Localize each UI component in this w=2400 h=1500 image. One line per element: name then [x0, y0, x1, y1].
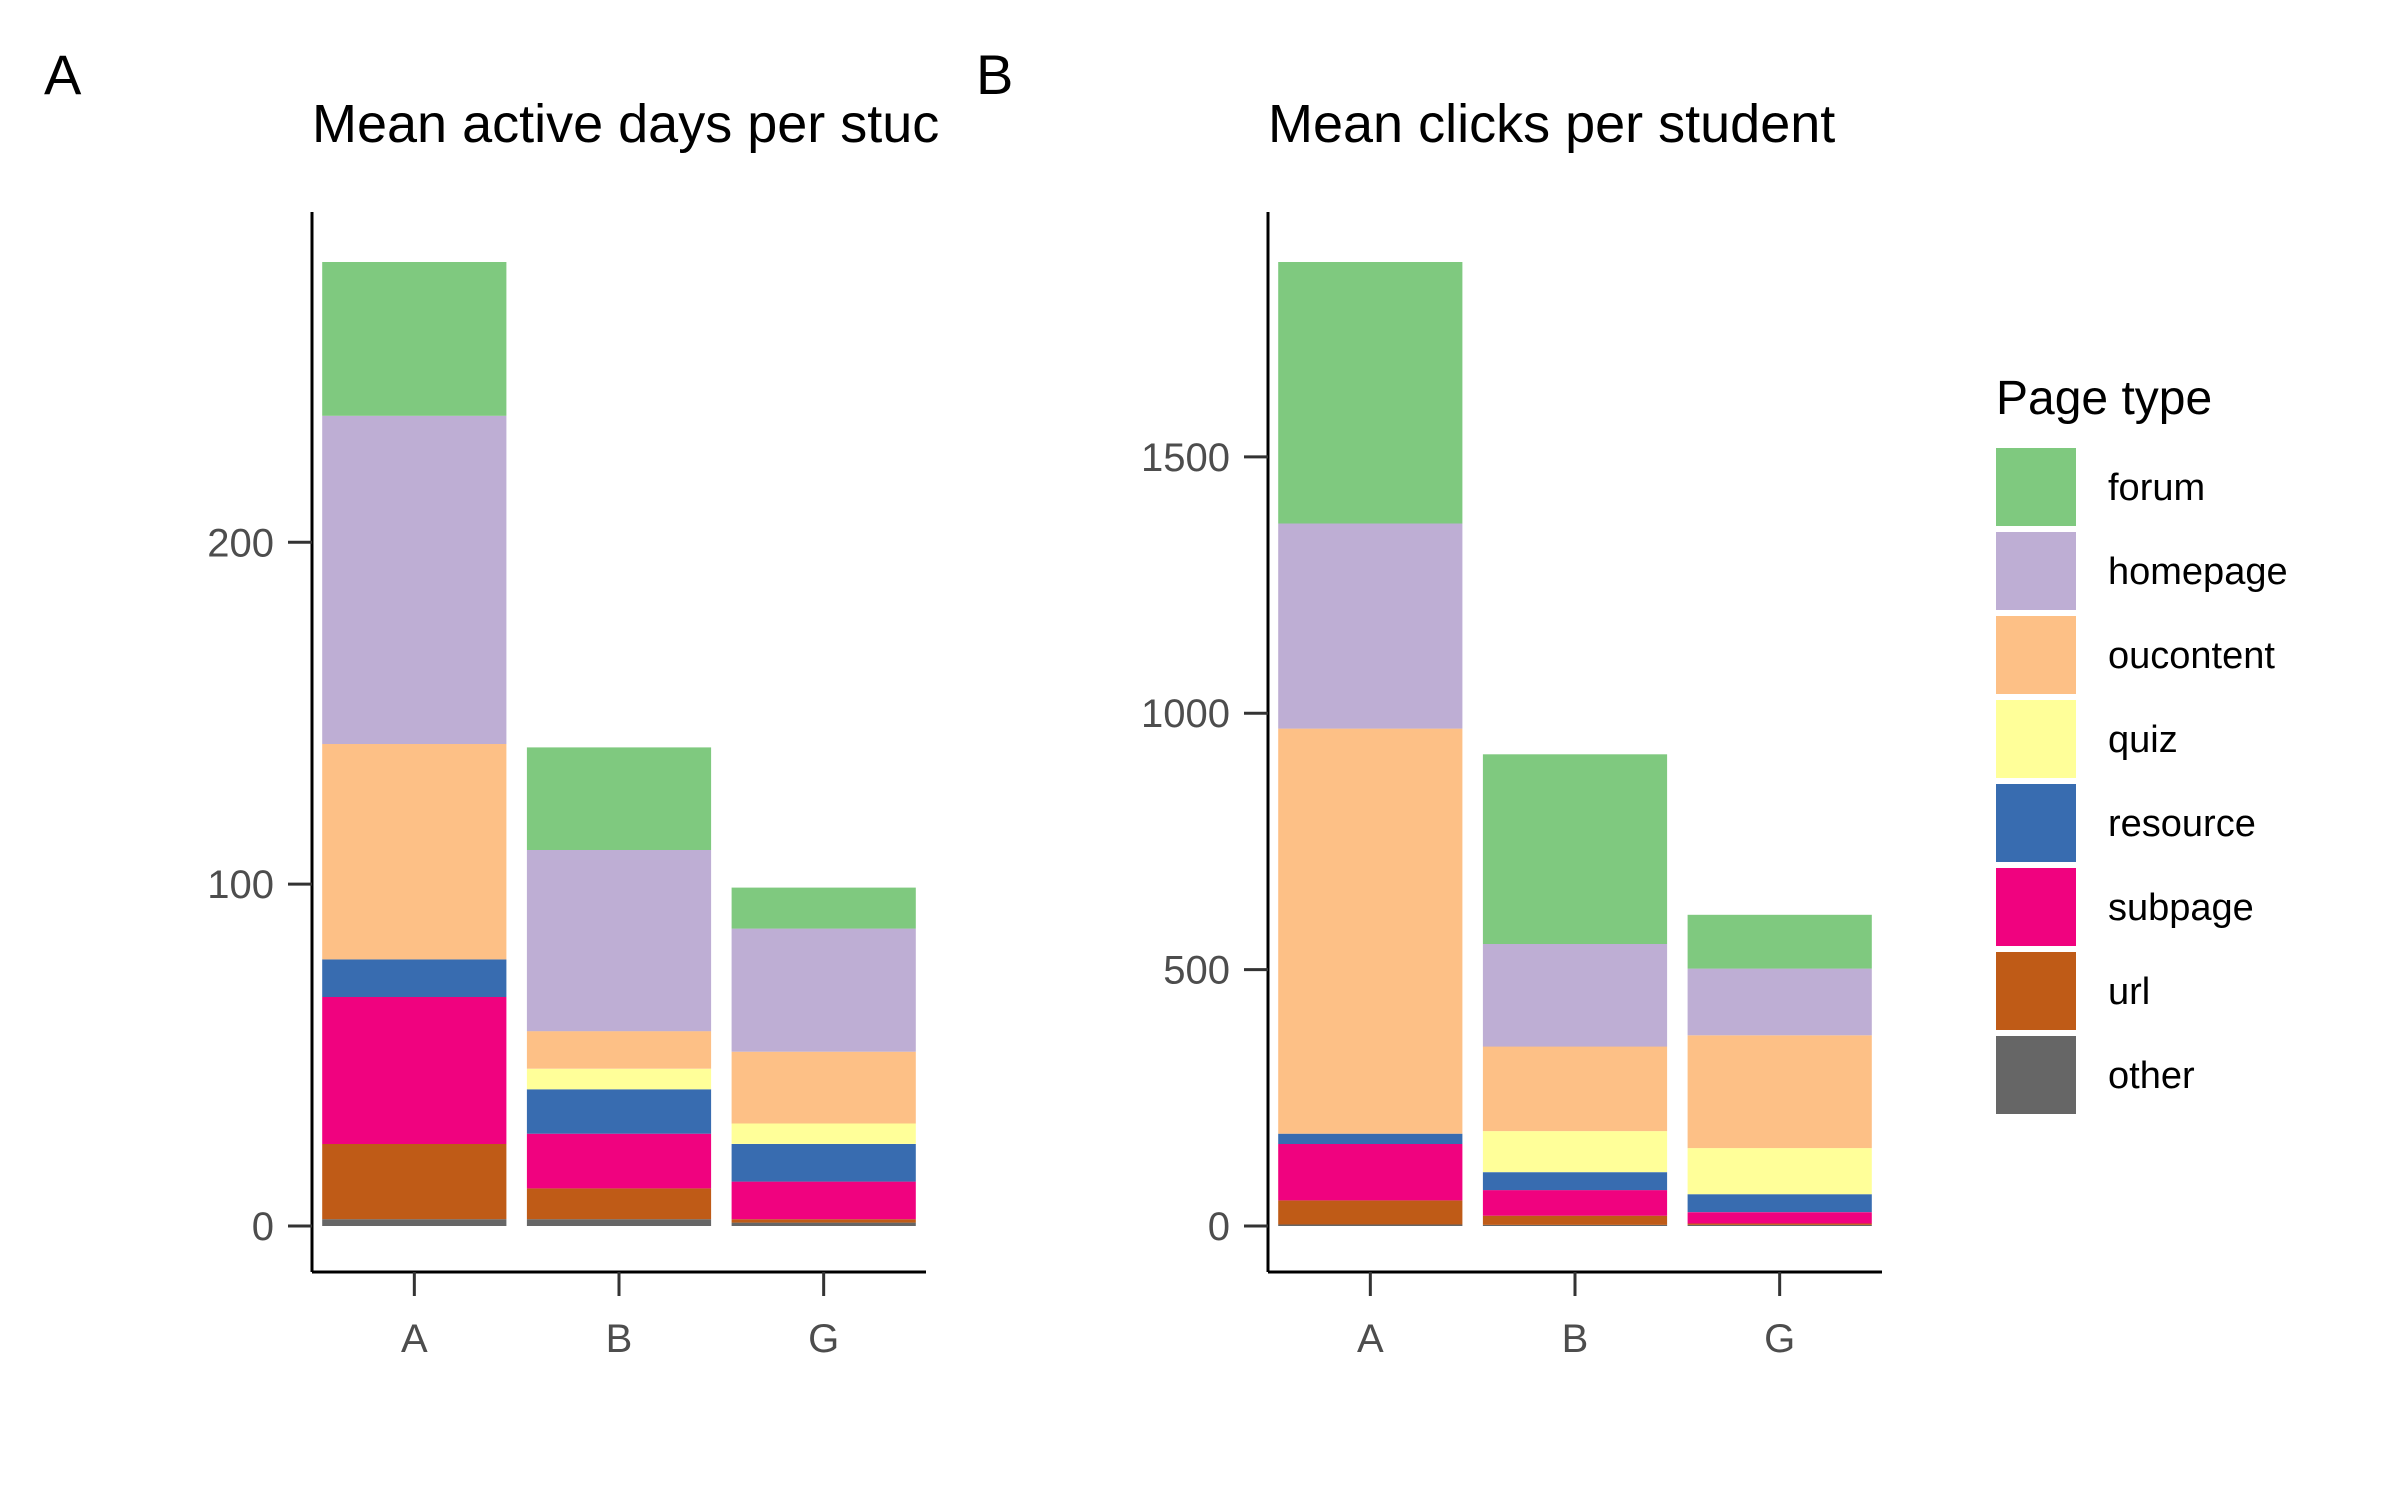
panel-a-bar-B-resource — [526, 1089, 712, 1134]
legend-label-subpage: subpage — [2108, 887, 2254, 929]
panel-a-y-tick-label: 0 — [252, 1205, 274, 1249]
panel-b-y-tick-label: 500 — [1163, 949, 1230, 993]
panel-a: A Mean active days per stuc 0 100 200 A B G — [44, 43, 939, 1361]
panel-a-bar-G-homepage — [731, 928, 916, 1052]
panel-b-bar-B-quiz — [1482, 1131, 1668, 1173]
panel-a-bar-A-forum — [322, 262, 507, 416]
panel-b-bar-B-oucontent — [1482, 1046, 1668, 1132]
legend-label-quiz: quiz — [2108, 719, 2178, 761]
panel-a-bar-B-other — [526, 1219, 712, 1226]
panel-a-bar-G-subpage — [731, 1181, 916, 1220]
panel-b-title: Mean clicks per student — [1268, 94, 1835, 154]
panel-b-bar-G-quiz — [1687, 1148, 1872, 1195]
panel-a-y-tick-label: 200 — [207, 521, 274, 565]
legend-swatch-oucontent — [1996, 616, 2076, 694]
panel-a-bar-A-subpage — [322, 997, 507, 1144]
legend-swatch-forum — [1996, 448, 2076, 526]
panel-a-bar-G-forum — [731, 887, 916, 929]
panel-a-bar-G-url — [731, 1219, 916, 1223]
panel-b-bar-B-url — [1482, 1215, 1668, 1225]
panel-b-bar-G-url — [1687, 1223, 1872, 1225]
panel-a-bars — [322, 262, 916, 1226]
panel-b-bar-A-url — [1278, 1200, 1463, 1225]
panel-a-bar-A-homepage — [322, 415, 507, 744]
panel-b-bar-G-other — [1687, 1225, 1872, 1226]
panel-a-bar-A-other — [322, 1219, 507, 1226]
panel-a-tag: A — [44, 43, 82, 106]
legend-label-homepage: homepage — [2108, 551, 2288, 593]
panel-b-tag: B — [976, 43, 1013, 106]
legend: Page type forum homepage oucontent quiz reso… — [1996, 372, 2288, 1114]
panel-b-y-tick-label: 0 — [1208, 1205, 1230, 1249]
legend-swatch-url — [1996, 952, 2076, 1030]
panel-b-y-tick-label: 1000 — [1141, 692, 1230, 736]
panel-a-bar-A-resource — [322, 959, 507, 997]
panel-b-bar-G-forum — [1687, 914, 1872, 969]
panel-b-x-tick-label: A — [1357, 1317, 1384, 1361]
panel-b-bar-G-resource — [1687, 1194, 1872, 1213]
panel-a-bar-G-resource — [731, 1144, 916, 1182]
panel-b-bar-B-other — [1482, 1225, 1668, 1226]
panel-a-bar-B-homepage — [526, 850, 712, 1032]
panel-b-bar-A-other — [1278, 1224, 1463, 1226]
panel-b-bar-A-homepage — [1278, 523, 1463, 729]
panel-a-bar-A-url — [322, 1144, 507, 1220]
panel-a-y-ticks: 0 100 200 — [207, 521, 312, 1249]
panel-b-y-ticks: 0 500 1000 1500 — [1141, 436, 1268, 1249]
panel-a-bar-B-subpage — [526, 1133, 712, 1189]
panel-b-x-tick-label: G — [1764, 1317, 1795, 1361]
legend-swatch-other — [1996, 1036, 2076, 1114]
panel-b: B Mean clicks per student 0 500 1000 1500 A… — [976, 43, 1882, 1361]
panel-a-x-tick-label: A — [401, 1317, 428, 1361]
legend-items: forum homepage oucontent quiz resource subpag… — [1996, 448, 2288, 1114]
legend-label-other: other — [2108, 1055, 2195, 1097]
panel-b-x-tick-label: B — [1562, 1317, 1589, 1361]
legend-label-resource: resource — [2108, 803, 2256, 845]
panel-a-bar-A-oucontent — [322, 744, 507, 960]
panel-a-bar-G-oucontent — [731, 1051, 916, 1124]
legend-swatch-subpage — [1996, 868, 2076, 946]
panel-b-bar-A-resource — [1278, 1133, 1463, 1144]
panel-a-bar-G-other — [731, 1222, 916, 1226]
legend-title: Page type — [1996, 372, 2212, 425]
panel-b-bar-A-oucontent — [1278, 728, 1463, 1134]
panel-b-bar-G-homepage — [1687, 968, 1872, 1036]
panel-b-bar-B-homepage — [1482, 944, 1668, 1047]
panel-a-bar-B-oucontent — [526, 1031, 712, 1069]
panel-a-y-tick-label: 100 — [207, 863, 274, 907]
legend-label-oucontent: oucontent — [2108, 635, 2275, 677]
panel-a-x-tick-label: G — [808, 1317, 839, 1361]
panel-a-bar-B-forum — [526, 747, 712, 850]
panel-a-bar-G-quiz — [731, 1123, 916, 1144]
panel-b-y-tick-label: 1500 — [1141, 436, 1230, 480]
legend-label-forum: forum — [2108, 467, 2205, 509]
panel-b-bar-G-subpage — [1687, 1212, 1872, 1224]
legend-label-url: url — [2108, 971, 2150, 1013]
panel-b-bar-A-forum — [1278, 262, 1463, 524]
panel-b-bar-B-resource — [1482, 1172, 1668, 1191]
panel-b-bar-A-subpage — [1278, 1144, 1463, 1201]
panel-b-bar-B-subpage — [1482, 1190, 1668, 1216]
panel-a-x-tick-label: B — [606, 1317, 633, 1361]
panel-b-bar-G-oucontent — [1687, 1035, 1872, 1149]
panel-b-bars — [1278, 262, 1872, 1226]
panel-a-title: Mean active days per stuc — [312, 94, 939, 154]
legend-swatch-quiz — [1996, 700, 2076, 778]
panel-b-bar-B-forum — [1482, 754, 1668, 944]
legend-swatch-homepage — [1996, 532, 2076, 610]
panel-a-bar-B-quiz — [526, 1068, 712, 1090]
legend-swatch-resource — [1996, 784, 2076, 862]
panel-a-bar-B-url — [526, 1188, 712, 1220]
